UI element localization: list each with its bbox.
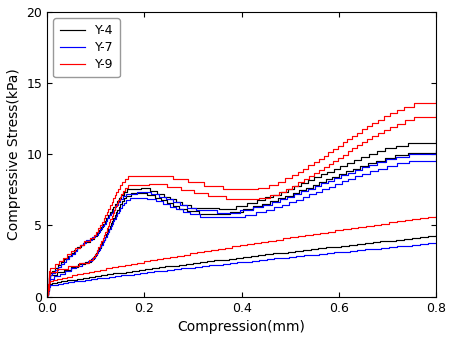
Line: Y-4: Y-4: [47, 140, 436, 297]
Y-4: [114, 199, 120, 203]
Line: Y-9: Y-9: [47, 100, 436, 297]
Y-4: [118, 193, 124, 197]
Y-9: [434, 98, 439, 102]
Y-4: [45, 292, 50, 296]
Y-7: [112, 205, 117, 209]
Y-4: [44, 295, 50, 299]
Line: Y-7: Y-7: [47, 151, 436, 297]
Y-7: [44, 295, 50, 299]
Y-4: [351, 161, 357, 165]
Y-7: [116, 200, 121, 204]
Y-9: [116, 187, 121, 191]
Y-7: [45, 292, 50, 296]
Y-9: [45, 292, 50, 296]
Y-7: [67, 254, 72, 258]
Y-7: [434, 149, 439, 153]
Y-7: [325, 181, 330, 186]
X-axis label: Compression(mm): Compression(mm): [178, 320, 306, 334]
Y-9: [120, 180, 125, 184]
Y-4: [68, 251, 74, 255]
Y-9: [73, 246, 78, 250]
Y-9: [370, 124, 375, 128]
Y-4: [324, 172, 330, 176]
Y-9: [349, 137, 355, 141]
Y-axis label: Compressive Stress(kPa): Compressive Stress(kPa): [7, 69, 21, 240]
Y-4: [434, 138, 439, 142]
Legend: Y-4, Y-7, Y-9: Y-4, Y-7, Y-9: [53, 18, 120, 77]
Y-7: [352, 170, 357, 175]
Y-9: [44, 295, 50, 299]
